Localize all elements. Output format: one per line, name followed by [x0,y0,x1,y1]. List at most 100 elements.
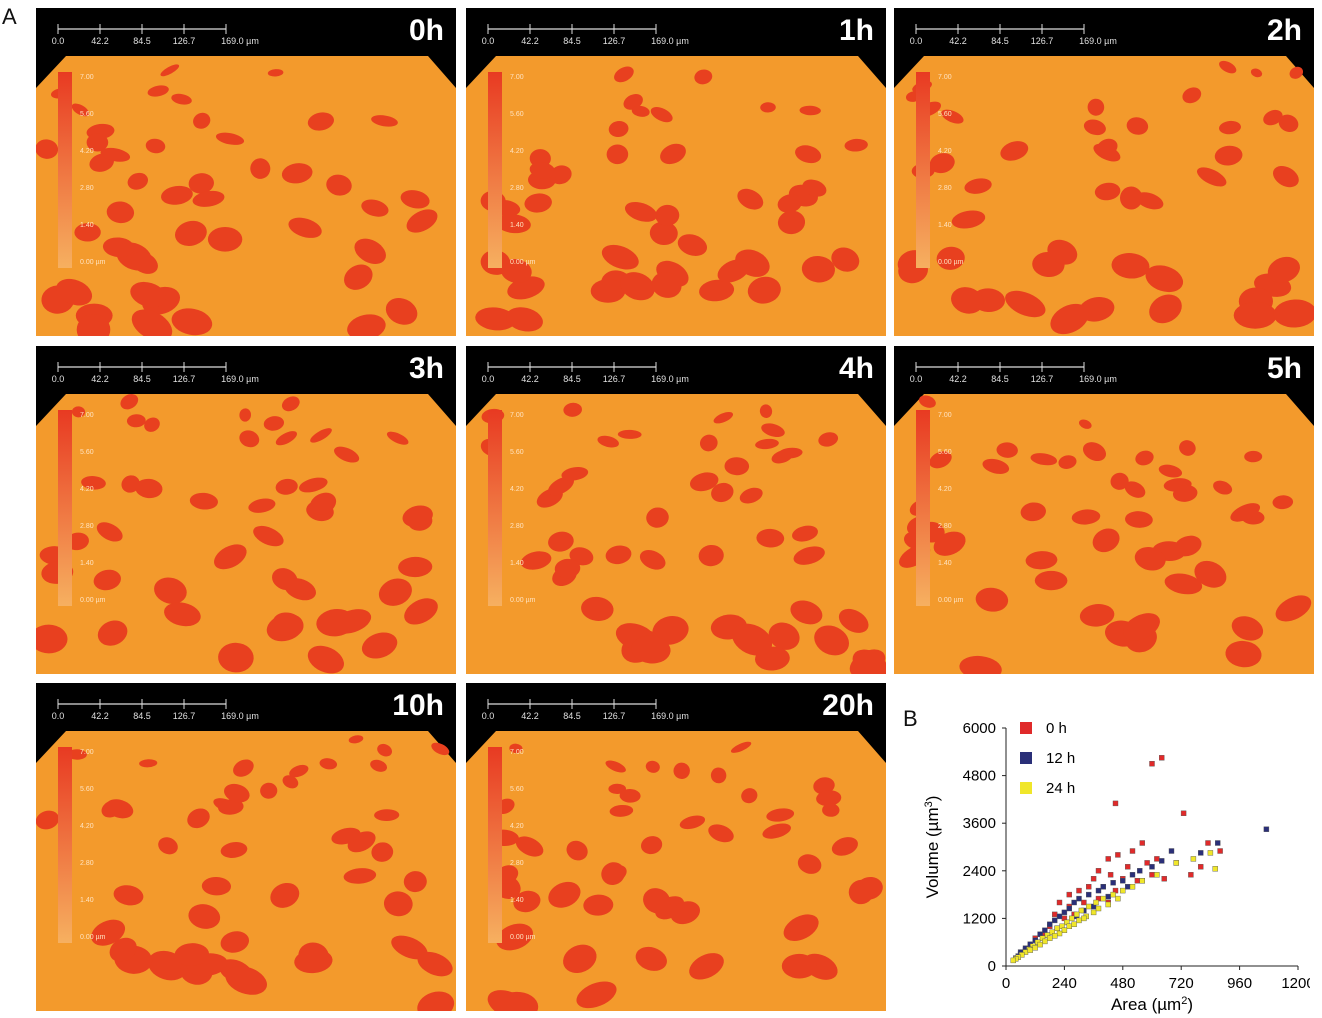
scale-tick-label: 126.7 [172,374,196,384]
scale-tick-label: 0.0 [481,36,495,46]
cell-blob [959,655,1002,674]
data-point [1068,915,1075,922]
cell-blob [799,105,821,116]
cell-blob [635,946,667,971]
cell-blob [524,193,552,213]
cell-blob [747,276,781,304]
cell-blob [100,147,131,162]
data-point [1100,895,1107,902]
colorbar-tick-label: 5.60 [938,111,952,118]
colorbar-tick-label: 1.40 [510,897,524,904]
cell-blob [631,105,650,117]
cell-blob [1273,299,1314,328]
data-point [1081,899,1087,906]
colorbar-tick-label: 2.80 [80,860,94,867]
colorbar-tick-label: 4.20 [80,486,94,493]
surface-render [466,8,886,332]
cell-blob [403,871,427,893]
cell-blob [831,837,858,856]
cell-blob [831,247,860,272]
height-colorbar [488,410,502,606]
scale-tick-label: 169.0 µm [221,374,259,384]
legend-swatch [1020,752,1032,764]
cell-blob [609,804,634,817]
colorbar-tick-label: 1.40 [938,560,952,567]
cell-blob [608,120,629,138]
data-point [1139,840,1146,846]
cell-blob [154,577,187,604]
scale-bar: 0.0 42.2 84.5 126.7 169.0 µm [908,360,1117,394]
cell-blob [1134,547,1166,571]
cell-blob [838,608,869,633]
scale-tick-label: 84.5 [991,374,1009,384]
cell-blob [730,741,752,753]
cell-blob [849,649,886,674]
y-tick-label: 2400 [963,863,996,880]
colorbar-tick-label: 5.60 [510,111,524,118]
data-point [1129,872,1136,878]
cell-blob [1050,303,1089,335]
data-point [1090,909,1097,916]
cell-blob [354,238,386,264]
dark-background [466,683,886,763]
cell-blob [768,622,800,650]
cell-blob [649,221,678,246]
cell-blob [563,402,582,417]
data-point [1066,923,1073,930]
scale-tick-label: 169.0 µm [221,711,259,721]
scale-tick-label: 169.0 µm [651,711,689,721]
data-point [1032,945,1038,951]
scale-tick-label: 84.5 [563,36,581,46]
cell-blob [755,438,779,450]
colorbar-tick-label: 5.60 [938,449,952,456]
micrograph-panel: 0.0 42.2 84.5 126.7 169.0 µm 7.00 5.60 4.20 2.80… [894,346,1314,674]
cell-blob [131,309,173,336]
cell-blob [76,313,111,336]
data-point [1027,947,1034,953]
cell-blob [660,143,686,165]
cell-blob [270,882,300,908]
cell-blob [515,836,544,857]
legend-label: 12 h [1046,750,1075,767]
x-tick-label: 720 [1169,975,1194,992]
cell-blob [192,190,225,207]
cell-blob [71,406,86,418]
cell-blob [218,799,244,815]
cell-blob [795,145,822,164]
cell-blob [548,881,581,908]
cell-blob [737,188,764,210]
colorbar-tick-label: 0.00 µm [938,259,964,266]
cell-blob [929,451,952,469]
cell-blob [1119,186,1143,210]
legend-swatch [1020,782,1032,794]
data-point [1054,925,1060,932]
data-point [1085,883,1092,890]
scale-tick-label: 169.0 µm [1079,36,1117,46]
cell-blob [1030,453,1058,466]
dark-background [894,8,1314,88]
cell-blob [383,891,413,917]
data-point [1047,921,1053,928]
data-point [1139,877,1146,884]
cell-blob [253,525,284,547]
panel-label-a: A [2,4,17,29]
data-point [1076,887,1082,894]
data-point [1105,901,1111,908]
cell-blob [1275,595,1312,622]
dark-background [466,346,886,426]
colorbar-tick-label: 5.60 [80,786,94,793]
cell-blob [590,279,626,303]
cell-blob [106,201,135,224]
colorbar-tick-label: 4.20 [80,148,94,155]
cell-blob [402,505,433,528]
cell-blob [655,204,680,226]
data-point [1071,899,1077,906]
cell-blob [520,551,552,570]
scale-bar: 0.0 42.2 84.5 126.7 169.0 µm [50,697,259,731]
time-label: 2h [1266,14,1302,47]
data-point [1051,917,1058,924]
cell-blob [91,919,126,946]
data-point [1129,848,1136,854]
cell-blob [790,600,823,625]
cell-blob [371,115,398,127]
